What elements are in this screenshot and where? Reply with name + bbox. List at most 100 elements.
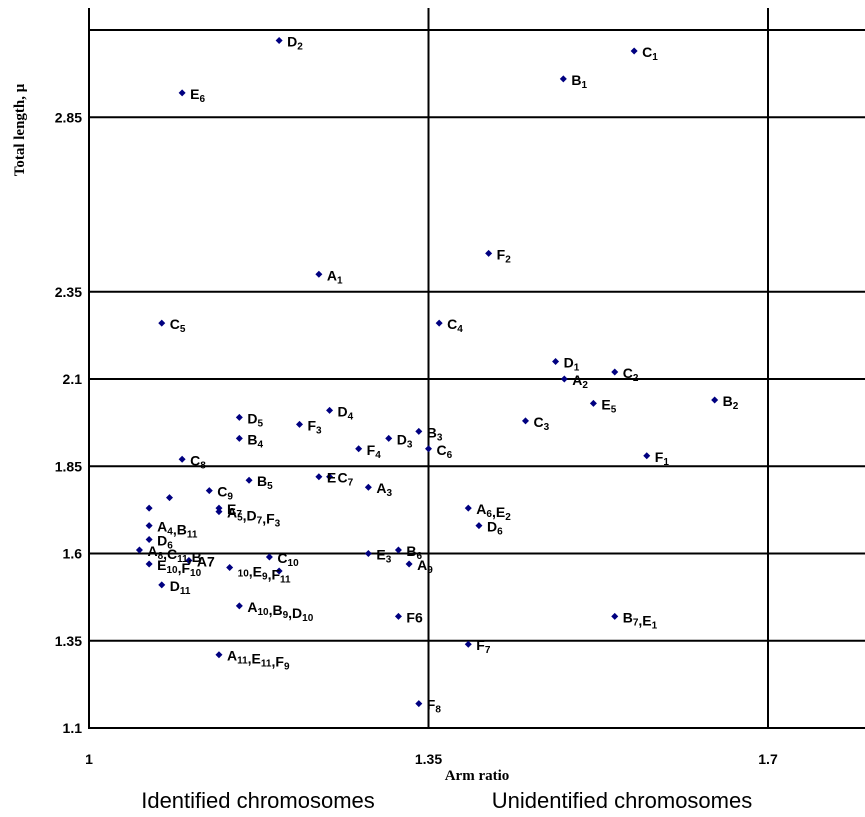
x-tick-labels: 1 1.35 1.7 — [85, 751, 778, 767]
data-point — [145, 560, 153, 568]
point-label: A4,B11 — [157, 519, 198, 541]
data-point — [355, 445, 363, 453]
point-label: C9 — [217, 484, 233, 503]
data-point — [405, 560, 413, 568]
data-point — [215, 651, 223, 659]
data-point — [215, 508, 223, 516]
y-tick-label: 2.1 — [63, 371, 83, 387]
data-point — [415, 700, 423, 708]
data-point — [464, 504, 472, 512]
point-label: E — [327, 470, 336, 486]
y-tick-label: 1.35 — [55, 633, 82, 649]
data-point — [522, 417, 529, 425]
point-label: C8 — [190, 452, 206, 471]
data-point — [326, 406, 334, 414]
data-point — [643, 452, 651, 460]
data-point — [435, 319, 443, 327]
point-label: A6,E2 — [476, 501, 511, 523]
data-point — [394, 612, 402, 620]
axes — [88, 8, 865, 729]
point-label: A3 — [376, 480, 392, 499]
data-point — [265, 553, 273, 561]
point-label: B4 — [247, 431, 263, 450]
point-label: A8,C11,B — [147, 543, 201, 565]
data-point — [425, 445, 432, 453]
point-label: C2 — [623, 365, 639, 384]
grid-lines — [89, 8, 865, 729]
point-label: F3 — [307, 417, 322, 436]
y-tick-label: 2.85 — [55, 109, 82, 125]
data-point — [485, 249, 493, 257]
data-point — [364, 483, 372, 491]
point-label: C3 — [534, 414, 550, 433]
data-point — [135, 546, 143, 554]
y-tick-label: 2.35 — [55, 284, 82, 300]
data-point — [158, 581, 166, 589]
data-point — [275, 567, 283, 575]
data-point — [145, 504, 153, 512]
data-point — [226, 563, 234, 571]
point-label: E3 — [376, 547, 391, 566]
y-tick-label: 1.1 — [63, 720, 83, 736]
point-label: A11,E11,F9 — [227, 648, 290, 673]
point-label: D6 — [157, 533, 173, 552]
point-label: B5 — [257, 473, 273, 492]
data-point — [630, 47, 638, 55]
point-label: F1 — [655, 449, 670, 468]
data-point — [611, 368, 619, 376]
point-labels: D2 C1 B1 E6 F2 A1 C5 C4 D1 C2 A2 B2 E5 D4 D5 C3 F3 B3 B4 D3… — [147, 33, 738, 715]
y-axis-label: Total length, μ — [12, 83, 28, 176]
point-label: D2 — [287, 33, 303, 52]
data-point — [178, 455, 186, 463]
data-point — [364, 550, 372, 557]
data-point — [295, 420, 303, 428]
data-point — [315, 473, 323, 481]
point-label: C10 — [277, 550, 299, 569]
point-label: F4 — [367, 442, 382, 461]
point-label: E5 — [601, 396, 616, 415]
point-label: A7 — [197, 553, 215, 569]
x-tick-label: 1.35 — [415, 751, 442, 767]
point-label: D4 — [338, 403, 354, 422]
caption-unidentified: Unidentified chromosomes — [492, 788, 752, 813]
data-point — [145, 536, 153, 544]
point-label: F2 — [497, 246, 512, 265]
point-label: C5 — [170, 316, 186, 335]
point-label: A2 — [572, 372, 588, 391]
point-label: D11 — [170, 578, 191, 597]
caption-identified: Identified chromosomes — [141, 788, 375, 813]
point-label: A9 — [417, 557, 433, 576]
point-label: A1 — [327, 267, 343, 286]
point-label: C1 — [642, 44, 658, 63]
point-label: E7 — [227, 501, 242, 520]
data-point — [464, 640, 472, 648]
data-point — [394, 546, 402, 554]
data-point — [415, 427, 423, 435]
data-point — [178, 89, 186, 97]
data-point — [166, 494, 174, 502]
point-label: A10,B9,D10 — [247, 599, 313, 624]
data-point — [475, 522, 483, 530]
point-label: B2 — [723, 393, 739, 412]
data-point — [145, 522, 153, 530]
point-label: D1 — [564, 355, 580, 374]
x-tick-label: 1.7 — [758, 751, 778, 767]
y-tick-label: 1.6 — [63, 546, 83, 562]
point-label: F8 — [427, 697, 442, 716]
y-tick-label: 1.85 — [55, 458, 82, 474]
data-point — [158, 319, 166, 327]
data-point — [205, 487, 213, 495]
point-label: F6 — [406, 609, 423, 625]
x-tick-label: 1 — [85, 751, 93, 767]
point-label: A5,D7,F3 — [227, 505, 281, 530]
data-point — [315, 270, 323, 278]
point-label: E10,F10 — [157, 557, 201, 579]
data-point — [275, 36, 283, 44]
point-label: D5 — [247, 410, 263, 429]
data-point — [552, 358, 560, 366]
point-label: 10,E9,F11 — [238, 563, 291, 585]
x-axis-label: Arm ratio — [445, 768, 510, 784]
data-point — [185, 556, 193, 564]
point-label: E6 — [190, 86, 205, 105]
